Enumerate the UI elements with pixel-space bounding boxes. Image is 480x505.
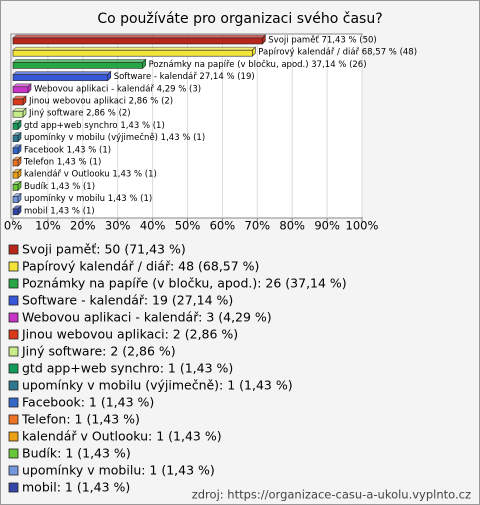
bar	[12, 110, 24, 118]
data-label: mobil 1,43 % (1)	[24, 206, 95, 216]
legend-label: upomínky v mobilu (výjimečně): 1 (1,43 %…	[22, 378, 293, 393]
legend-label: Software - kalendář: 19 (27,14 %)	[22, 293, 233, 308]
legend-swatch	[8, 329, 19, 340]
legend-swatch	[8, 397, 19, 408]
bar	[12, 208, 19, 216]
bar	[12, 196, 19, 203]
bar	[12, 74, 109, 81]
bar	[12, 184, 19, 191]
legend-swatch	[8, 380, 19, 391]
legend-swatch	[8, 414, 19, 425]
legend-label: Jinou webovou aplikaci: 2 (2,86 %)	[21, 327, 238, 342]
legend-label: Telefon: 1 (1,43 %)	[21, 412, 140, 427]
bar	[12, 159, 19, 167]
legend-label: Webovou aplikaci - kalendář: 3 (4,29 %)	[22, 310, 272, 325]
data-label: Jinou webovou aplikaci 2,86 % (2)	[28, 97, 173, 107]
data-label: Poznámky na papíře (v bločku, apod.) 37,…	[149, 59, 367, 70]
x-tick-label: 20%	[70, 219, 96, 233]
legend-label: Facebook: 1 (1,43 %)	[22, 395, 154, 410]
bar	[12, 171, 19, 179]
x-tick-label: 10%	[35, 219, 61, 233]
bar	[12, 98, 24, 106]
bar	[12, 135, 19, 142]
data-label: Svoji paměť 71,43 % (50)	[268, 36, 376, 46]
legend-label: Svoji paměť: 50 (71,43 %)	[22, 242, 186, 257]
legend-label: kalendář v Outlooku: 1 (1,43 %)	[22, 429, 222, 444]
x-tick-label: 30%	[105, 219, 131, 233]
bar-top	[12, 34, 267, 39]
data-label: Jiný software 2,86 % (2)	[28, 109, 131, 119]
data-label: Software - kalendář 27,14 % (19)	[114, 72, 255, 82]
data-label: Papírový kalendář / diář 68,57 % (48)	[258, 48, 417, 58]
legend-swatch	[8, 244, 19, 255]
source: zdroj: https://organizace-casu-a-ukolu.v…	[192, 488, 471, 502]
x-tick-label: 50%	[175, 219, 201, 233]
legend-label: Poznámky na papíře (v bločku, apod.): 26…	[22, 276, 347, 291]
legend-label: Jiný software: 2 (2,86 %)	[21, 344, 176, 359]
x-tick-label: 0%	[4, 219, 22, 233]
legend-swatch	[8, 448, 19, 459]
bar	[12, 62, 143, 69]
legend-swatch	[8, 278, 19, 289]
bar	[12, 37, 263, 45]
bar	[12, 49, 253, 57]
bar-top	[12, 71, 112, 75]
x-tick-label: 100%	[346, 219, 379, 233]
bar-top	[12, 46, 257, 51]
bar-top	[12, 59, 147, 63]
chart-title: Co používáte pro organizaci svého času?	[97, 11, 382, 27]
data-label: kalendář v Outlooku 1,43 % (1)	[24, 170, 157, 180]
data-label: upomínky v mobilu (výjimečně) 1,43 % (1)	[24, 132, 205, 143]
bar	[12, 86, 29, 94]
x-tick-label: 80%	[279, 219, 305, 233]
legend-label: mobil: 1 (1,43 %)	[22, 480, 130, 495]
legend-swatch	[8, 465, 19, 476]
legend-label: Papírový kalendář / diář: 48 (68,57 %)	[22, 259, 259, 274]
legend-swatch	[8, 295, 19, 306]
x-tick-label: 40%	[140, 219, 166, 233]
legend-swatch	[8, 312, 19, 323]
bar	[12, 123, 19, 130]
data-label: Telefon 1,43 % (1)	[23, 158, 101, 168]
legend-swatch	[8, 346, 19, 357]
legend-swatch	[8, 482, 19, 493]
legend-label: Budík: 1 (1,43 %)	[22, 446, 131, 461]
legend-swatch	[8, 363, 19, 374]
x-tick-label: 90%	[314, 219, 340, 233]
legend-swatch	[8, 261, 19, 272]
legend-swatch	[8, 431, 19, 442]
legend-label: upomínky v mobilu: 1 (1,43 %)	[22, 463, 215, 478]
data-label: Facebook 1,43 % (1)	[24, 145, 111, 155]
bar	[12, 147, 19, 155]
data-label: upomínky v mobilu 1,43 % (1)	[24, 194, 152, 204]
data-label: gtd app+web synchro 1,43 % (1)	[24, 121, 165, 131]
data-label: Budík 1,43 % (1)	[24, 182, 95, 192]
data-label: Webovou aplikaci - kalendář 4,29 % (3)	[34, 84, 201, 94]
legend-label: gtd app+web synchro: 1 (1,43 %)	[22, 361, 233, 376]
x-tick-label: 60%	[210, 219, 236, 233]
x-tick-label: 70%	[245, 219, 271, 233]
